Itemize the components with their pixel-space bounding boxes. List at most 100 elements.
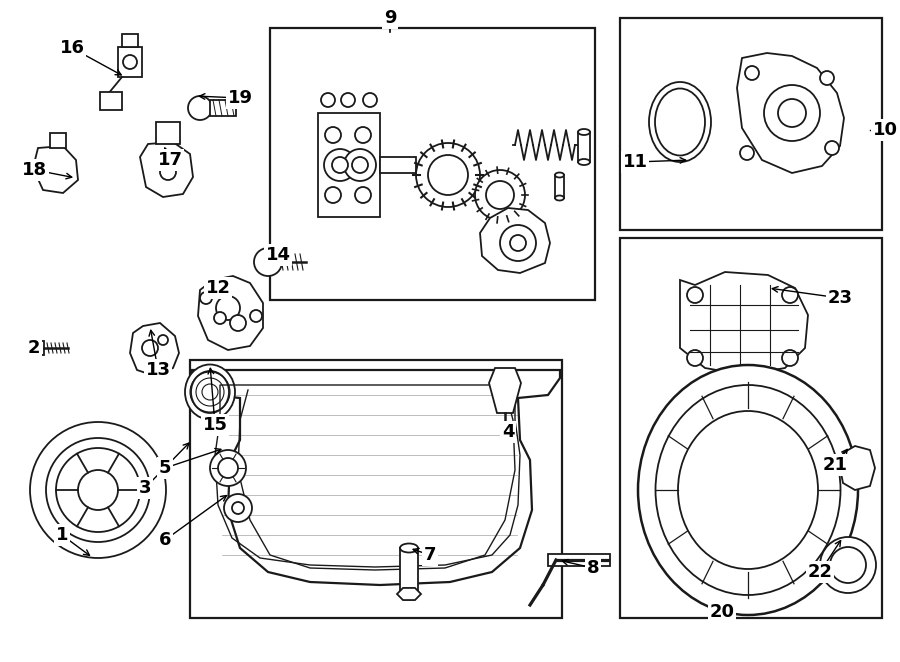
Circle shape: [160, 164, 176, 180]
Circle shape: [230, 315, 246, 331]
Bar: [555, 175, 564, 198]
Text: 5: 5: [158, 459, 171, 477]
Circle shape: [341, 93, 355, 107]
Bar: [118, 47, 142, 77]
Circle shape: [352, 157, 368, 173]
Circle shape: [830, 547, 866, 583]
Ellipse shape: [578, 159, 590, 165]
Polygon shape: [140, 142, 193, 197]
Bar: [50, 133, 66, 148]
Circle shape: [740, 146, 754, 160]
Circle shape: [416, 143, 480, 207]
Bar: [578, 132, 590, 162]
Circle shape: [825, 141, 839, 155]
Bar: [122, 34, 138, 47]
Circle shape: [250, 310, 262, 322]
Polygon shape: [680, 272, 808, 375]
Circle shape: [321, 93, 335, 107]
Circle shape: [142, 340, 158, 356]
Text: 2: 2: [28, 339, 40, 357]
Text: 14: 14: [266, 246, 291, 264]
Circle shape: [745, 66, 759, 80]
Circle shape: [475, 170, 525, 220]
Text: 10: 10: [872, 121, 897, 139]
Text: 22: 22: [807, 563, 833, 581]
Circle shape: [210, 450, 246, 486]
Text: 21: 21: [823, 456, 848, 474]
Ellipse shape: [555, 173, 564, 177]
Text: 23: 23: [827, 289, 852, 307]
Circle shape: [46, 438, 150, 542]
Circle shape: [344, 149, 376, 181]
Circle shape: [325, 187, 341, 203]
Circle shape: [216, 296, 240, 320]
Text: 16: 16: [59, 39, 85, 57]
Ellipse shape: [678, 411, 818, 569]
Circle shape: [782, 287, 798, 303]
Circle shape: [355, 127, 371, 143]
Ellipse shape: [655, 89, 705, 156]
Ellipse shape: [400, 544, 418, 553]
Circle shape: [78, 470, 118, 510]
Text: 19: 19: [228, 89, 253, 107]
Polygon shape: [480, 208, 550, 273]
Polygon shape: [489, 368, 521, 413]
Polygon shape: [397, 588, 421, 600]
Circle shape: [200, 292, 212, 304]
Polygon shape: [33, 146, 78, 193]
Circle shape: [158, 335, 168, 345]
Ellipse shape: [191, 371, 229, 413]
Polygon shape: [130, 323, 179, 376]
Polygon shape: [192, 370, 560, 585]
Circle shape: [778, 99, 806, 127]
Ellipse shape: [555, 195, 564, 201]
Circle shape: [214, 312, 226, 324]
Bar: [318, 113, 380, 217]
Text: 15: 15: [202, 416, 228, 434]
Circle shape: [30, 422, 166, 558]
Text: 7: 7: [424, 546, 436, 564]
Text: 9: 9: [383, 9, 396, 27]
Polygon shape: [737, 53, 844, 173]
Ellipse shape: [655, 385, 841, 595]
Text: 4: 4: [502, 423, 514, 441]
Circle shape: [764, 85, 820, 141]
Circle shape: [820, 537, 876, 593]
Text: 8: 8: [587, 559, 599, 577]
Text: 1: 1: [56, 526, 68, 544]
Circle shape: [687, 350, 703, 366]
Bar: [156, 122, 180, 144]
Circle shape: [363, 93, 377, 107]
Circle shape: [428, 155, 468, 195]
Polygon shape: [198, 276, 263, 350]
Circle shape: [56, 448, 140, 532]
Circle shape: [224, 494, 252, 522]
Circle shape: [218, 458, 238, 478]
Ellipse shape: [578, 129, 590, 135]
Text: 13: 13: [146, 361, 170, 379]
Circle shape: [254, 248, 282, 276]
Bar: [190, 360, 562, 618]
Bar: [210, 100, 236, 116]
Circle shape: [355, 187, 371, 203]
Bar: [100, 92, 122, 110]
Polygon shape: [840, 446, 875, 490]
Bar: [620, 238, 882, 618]
Bar: [400, 548, 418, 596]
Circle shape: [232, 502, 244, 514]
Circle shape: [782, 350, 798, 366]
Bar: [620, 18, 882, 230]
Ellipse shape: [649, 82, 711, 162]
Bar: [32, 341, 44, 355]
Circle shape: [325, 127, 341, 143]
Text: 12: 12: [205, 279, 230, 297]
Circle shape: [687, 287, 703, 303]
Ellipse shape: [638, 365, 858, 615]
Text: 18: 18: [22, 161, 48, 179]
Circle shape: [500, 225, 536, 261]
Circle shape: [486, 181, 514, 209]
Circle shape: [510, 235, 526, 251]
Circle shape: [123, 55, 137, 69]
Circle shape: [188, 96, 212, 120]
Circle shape: [332, 157, 348, 173]
